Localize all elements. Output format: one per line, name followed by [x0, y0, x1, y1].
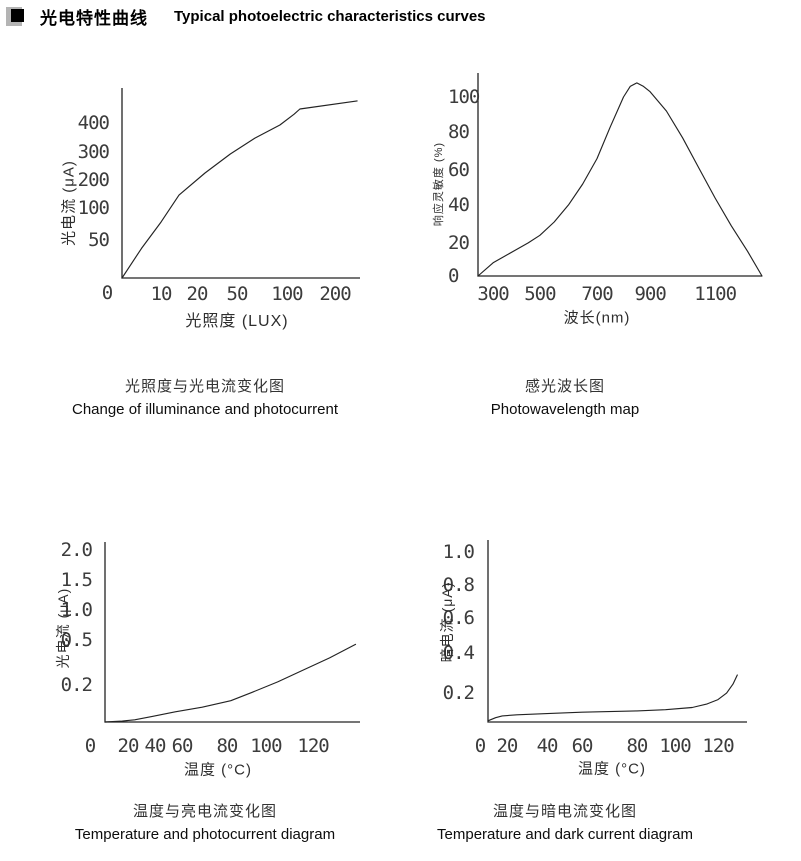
x-tick-label: 80 [626, 735, 647, 757]
y-axis-title-photocurrent-2: 光电流 (μA) [55, 587, 71, 669]
chart-temperature-darkcurrent: 0.2 0.4 0.6 0.8 1.0 20 40 60 80 100 120 0 [420, 530, 790, 795]
x-axis-title-temperature-2: 温度 (°C) [578, 760, 646, 778]
y-tick-label: 2.0 [61, 539, 93, 561]
x-tick-label: 40 [537, 735, 558, 757]
section-title-cn: 光电特性曲线 [40, 9, 148, 28]
data-curve [121, 100, 358, 279]
x-axis-title-illuminance: 光照度 (LUX) [185, 313, 289, 330]
chart-illuminance-photocurrent: 50 100 200 300 400 10 20 50 100 200 0 [30, 70, 385, 345]
y-tick-label: 0.8 [443, 574, 475, 596]
chart-canvas-illuminance: 50 100 200 300 400 10 20 50 100 200 0 [78, 88, 360, 305]
x-axis-title-wavelength: 波长(nm) [563, 309, 631, 327]
x-tick-label: 20 [118, 735, 139, 757]
y-tick-label: 200 [78, 169, 110, 191]
chart-temperature-photocurrent: 0.2 0.5 1.0 1.5 2.0 20 40 60 80 100 120 0 [30, 530, 385, 795]
chart-canvas-temp-photo: 0.2 0.5 1.0 1.5 2.0 20 40 60 80 100 120 0 [61, 539, 360, 757]
x-tick-label: 1100 [694, 283, 736, 305]
section-bullet-icon [6, 6, 28, 27]
y-axis-title-sensitivity: 响应灵敏度 (%) [433, 141, 445, 227]
y-tick-label: 1.5 [61, 569, 92, 591]
y-tick-label: 0.2 [443, 682, 474, 704]
y-tick-label: 400 [78, 112, 110, 134]
x-tick-label: 300 [477, 283, 509, 305]
caption-cn-temp-photo: 温度与亮电流变化图 [132, 802, 277, 820]
y-tick-label: 100 [448, 86, 480, 108]
y-tick-label: 60 [448, 159, 469, 181]
y-tick-label: 1.0 [61, 599, 93, 621]
y-tick-label: 0.5 [61, 629, 92, 651]
y-tick-label: 100 [78, 197, 110, 219]
x-tick-label: 60 [572, 735, 593, 757]
y-tick-label: 300 [78, 141, 110, 163]
x-tick-label: 40 [145, 735, 166, 757]
y-tick-label: 40 [448, 194, 469, 216]
caption-en-temp-photo: Temperature and photocurrent diagram [74, 826, 336, 843]
caption-en-illuminance: Change of illuminance and photocurrent [71, 401, 338, 418]
y-tick-label: 1.0 [443, 541, 475, 563]
caption-cn-temp-dark: 温度与暗电流变化图 [492, 802, 637, 820]
y-tick-label: 20 [448, 232, 469, 254]
origin-label: 0 [85, 735, 96, 757]
y-tick-label: 80 [448, 121, 469, 143]
caption-block-3: 温度与亮电流变化图 Temperature and photocurrent d… [30, 800, 380, 843]
caption-cn-spectral: 感光波长图 [524, 377, 605, 395]
x-tick-label: 10 [151, 283, 172, 305]
y-axis-title-photocurrent: 光电流 (μA) [60, 160, 78, 246]
caption-cn-illuminance: 光照度与光电流变化图 [124, 377, 285, 395]
caption-block-1: 光照度与光电流变化图 Change of illuminance and pho… [30, 375, 380, 418]
x-tick-label: 120 [702, 735, 734, 757]
section-header: 光电特性曲线 Typical photoelectric characteris… [6, 4, 486, 29]
section-title-en: Typical photoelectric characteristics cu… [174, 8, 486, 25]
bullet-square [11, 9, 24, 22]
origin-label: 0 [475, 735, 486, 757]
chart-canvas-temp-dark: 0.2 0.4 0.6 0.8 1.0 20 40 60 80 100 120 0 [443, 540, 747, 757]
data-curve [104, 643, 357, 723]
x-tick-label: 900 [634, 283, 666, 305]
y-tick-label: 0.6 [443, 607, 475, 629]
x-tick-label: 100 [250, 735, 282, 757]
x-tick-label: 200 [319, 283, 351, 305]
x-tick-label: 700 [581, 283, 613, 305]
x-tick-label: 60 [172, 735, 193, 757]
y-tick-label: 0.4 [443, 642, 475, 664]
axis-lines [121, 88, 360, 279]
origin-label: 0 [102, 282, 113, 304]
caption-en-spectral: Photowavelength map [490, 401, 640, 418]
y-axis-title-darkcurrent: 暗电流 (μA) [439, 581, 455, 663]
x-tick-label: 500 [524, 283, 556, 305]
x-tick-label: 100 [659, 735, 691, 757]
x-tick-label: 50 [227, 283, 248, 305]
x-tick-label: 80 [216, 735, 237, 757]
axis-lines [104, 542, 360, 723]
chart-canvas-spectral: 0 20 40 60 80 100 300 500 700 900 1100 [448, 73, 763, 305]
section-header-left: 光电特性曲线 [6, 4, 148, 29]
x-axis-title-temperature-1: 温度 (°C) [184, 761, 252, 779]
data-curve [477, 82, 763, 277]
y-tick-label: 50 [88, 229, 109, 251]
caption-en-temp-dark: Temperature and dark current diagram [437, 826, 693, 843]
x-tick-label: 120 [297, 735, 329, 757]
caption-block-4: 温度与暗电流变化图 Temperature and dark current d… [400, 800, 730, 843]
x-tick-label: 20 [187, 283, 208, 305]
x-tick-label: 100 [271, 283, 303, 305]
chart-spectral-response: 0 20 40 60 80 100 300 500 700 900 1100 [420, 68, 792, 345]
caption-block-2: 感光波长图 Photowavelength map [400, 375, 730, 418]
y-tick-label: 0 [448, 265, 459, 287]
x-tick-label: 20 [496, 735, 517, 757]
y-tick-label: 0.2 [61, 674, 92, 696]
axis-lines [487, 540, 747, 723]
data-curve [487, 674, 738, 722]
axis-lines [477, 73, 762, 277]
